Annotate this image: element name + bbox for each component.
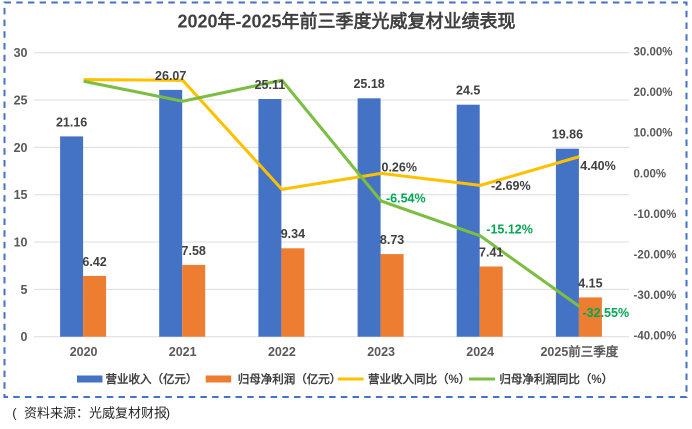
svg-text:资料来源：光威复材财报: 资料来源：光威复材财报 (24, 406, 167, 421)
svg-text:26.07: 26.07 (155, 69, 186, 83)
svg-text:-32.55%: -32.55% (583, 306, 630, 320)
svg-text:2020: 2020 (70, 345, 98, 359)
svg-text:10.00%: 10.00% (634, 128, 673, 140)
svg-text:2024: 2024 (466, 345, 494, 359)
svg-text:7.58: 7.58 (182, 244, 206, 258)
svg-text:(: ( (12, 406, 17, 421)
svg-text:-20.00%: -20.00% (634, 249, 677, 261)
svg-text:20.00%: 20.00% (634, 87, 673, 99)
svg-text:10: 10 (14, 235, 28, 249)
svg-text:2020年-2025年前三季度光威复材业绩表现: 2020年-2025年前三季度光威复材业绩表现 (177, 11, 515, 32)
svg-text:7.41: 7.41 (479, 245, 503, 259)
svg-text:2023: 2023 (367, 345, 395, 359)
svg-text:15: 15 (14, 188, 28, 202)
svg-text:-2.69%: -2.69% (491, 179, 531, 193)
svg-text:30: 30 (14, 46, 28, 60)
svg-text:营业收入同比（%）: 营业收入同比（%） (368, 372, 470, 386)
svg-text:2022: 2022 (268, 345, 296, 359)
svg-text:0: 0 (21, 330, 28, 344)
svg-text:4.15: 4.15 (578, 276, 602, 290)
svg-text:21.16: 21.16 (56, 115, 87, 129)
svg-text:0.26%: 0.26% (382, 160, 417, 174)
svg-text:24.5: 24.5 (456, 84, 480, 98)
svg-text:2025前三季度: 2025前三季度 (540, 344, 618, 359)
svg-text:9.34: 9.34 (281, 227, 305, 241)
svg-text:19.86: 19.86 (552, 128, 583, 142)
svg-text:5: 5 (21, 283, 28, 297)
svg-text:2021: 2021 (169, 345, 197, 359)
svg-text:25.18: 25.18 (353, 77, 384, 91)
svg-text:-40.00%: -40.00% (634, 331, 677, 343)
svg-text:20: 20 (14, 141, 28, 155)
svg-text:-10.00%: -10.00% (634, 209, 677, 221)
svg-text:25: 25 (14, 93, 28, 107)
svg-text:6.42: 6.42 (82, 255, 106, 269)
svg-text:4.40%: 4.40% (580, 159, 615, 173)
svg-text:-6.54%: -6.54% (386, 191, 426, 205)
svg-text:30.00%: 30.00% (634, 47, 673, 59)
svg-text:8.73: 8.73 (380, 233, 404, 247)
svg-text:-15.12%: -15.12% (486, 223, 533, 237)
svg-text:): ) (166, 406, 170, 421)
svg-text:-30.00%: -30.00% (634, 290, 677, 302)
svg-text:归母净利润（亿元）: 归母净利润（亿元） (238, 372, 341, 386)
svg-text:0.00%: 0.00% (634, 168, 667, 180)
svg-text:25.11: 25.11 (255, 78, 286, 92)
svg-text:归母净利润同比（%）: 归母净利润同比（%） (499, 372, 613, 386)
svg-text:营业收入（亿元）: 营业收入（亿元） (106, 372, 198, 386)
